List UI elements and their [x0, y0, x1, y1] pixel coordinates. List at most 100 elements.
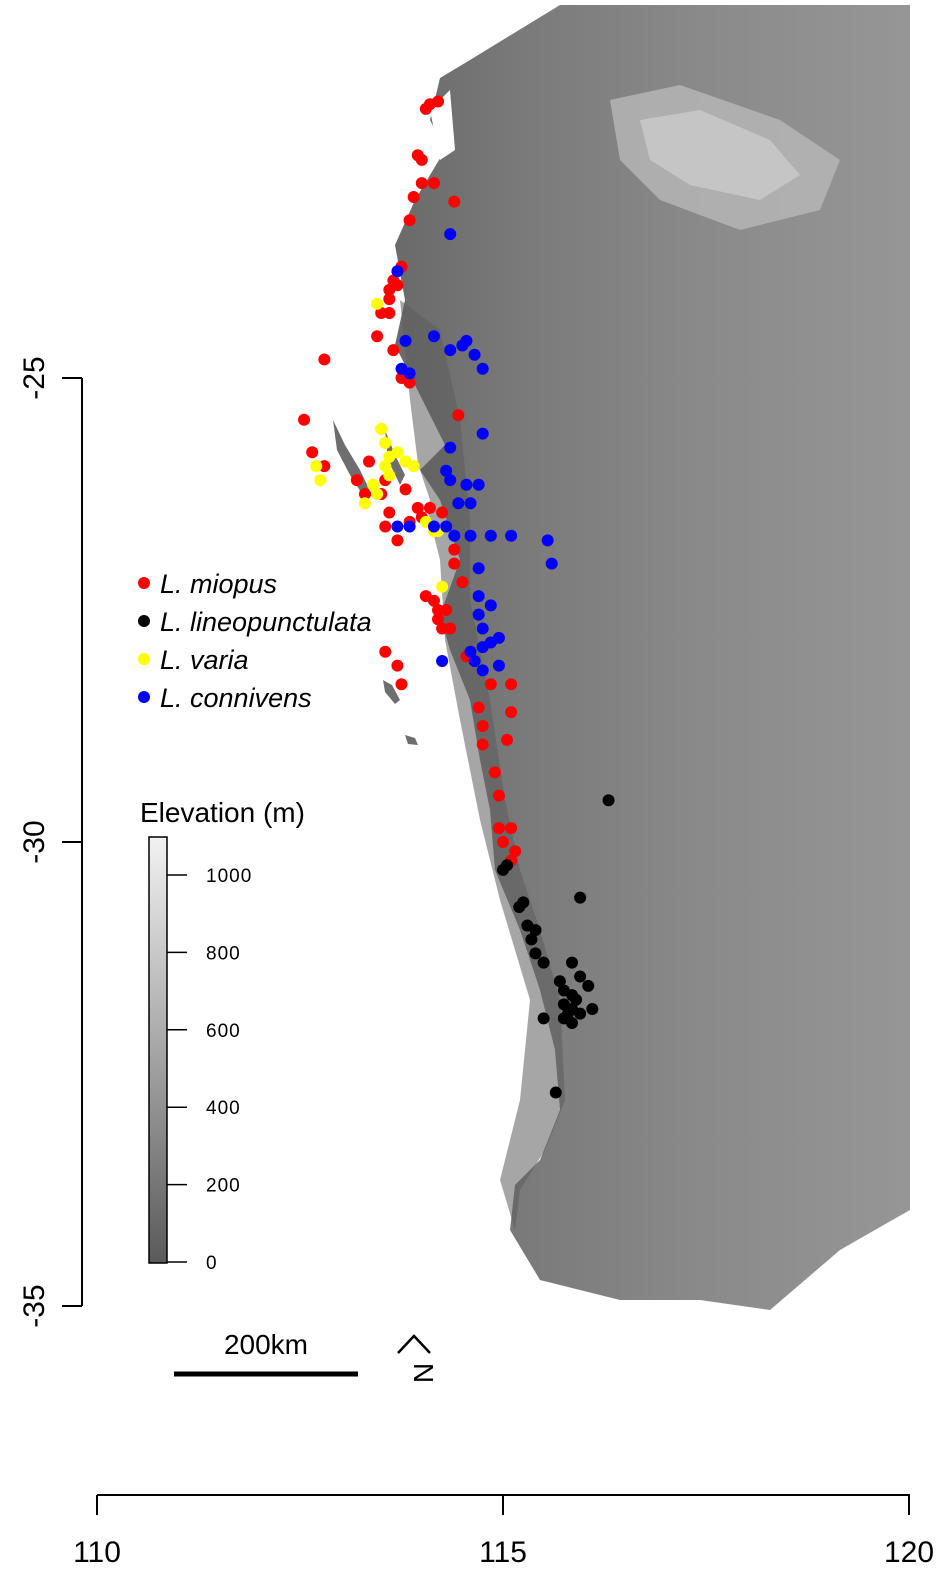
- l-miopus-point: [391, 534, 404, 547]
- l-connivens-point: [391, 265, 404, 278]
- x-axis: 110 115 120: [73, 1494, 934, 1569]
- l-connivens-point: [472, 478, 485, 491]
- l-varia-point: [391, 446, 404, 459]
- l-miopus-point: [391, 659, 404, 672]
- l-miopus-point: [403, 376, 416, 389]
- l-varia-point: [379, 436, 392, 449]
- l-miopus-point: [407, 191, 420, 204]
- l-lineopunctulata-point: [549, 1086, 562, 1099]
- l-connivens-point: [468, 348, 481, 361]
- l-miopus-point: [306, 446, 319, 459]
- l-connivens-point: [403, 367, 416, 380]
- l-lineopunctulata-point: [574, 1007, 587, 1020]
- l-miopus-point: [415, 153, 428, 166]
- l-varia-point: [371, 297, 384, 310]
- exmouth-gulf-water: [430, 90, 455, 160]
- l-lineopunctulata-point: [602, 794, 615, 807]
- l-connivens-point: [427, 330, 440, 343]
- l-connivens-point: [448, 529, 461, 542]
- l-lineopunctulata-point: [574, 970, 587, 983]
- l-connivens-point: [472, 608, 485, 621]
- l-lineopunctulata-point: [537, 1012, 550, 1025]
- l-miopus-point: [383, 283, 396, 296]
- l-miopus-point: [383, 506, 396, 519]
- l-connivens-point: [444, 474, 457, 487]
- l-varia-point: [314, 474, 327, 487]
- l-miopus-point: [476, 738, 489, 751]
- l-connivens-point: [427, 520, 440, 533]
- l-connivens-point: [444, 228, 457, 241]
- l-miopus-point: [456, 576, 469, 589]
- l-miopus-point: [492, 822, 505, 835]
- l-miopus-point: [427, 177, 440, 190]
- north-arrow: N: [397, 1334, 439, 1383]
- l-connivens-point: [399, 334, 412, 347]
- l-connivens-point: [436, 655, 449, 668]
- l-miopus-point: [448, 557, 461, 570]
- legend-marker: [138, 577, 150, 589]
- l-miopus-point: [350, 474, 363, 487]
- l-miopus-point: [484, 678, 497, 691]
- l-connivens-point: [456, 339, 469, 352]
- legend-label: L. lineopunctulata: [160, 607, 372, 637]
- l-connivens-point: [476, 641, 489, 654]
- l-connivens-point: [444, 344, 457, 357]
- l-connivens-point: [472, 562, 485, 575]
- colorbar-tick-label: 800: [206, 943, 241, 964]
- l-connivens-point: [476, 622, 489, 635]
- l-connivens-point: [440, 464, 453, 477]
- l-connivens-point: [452, 497, 465, 510]
- l-miopus-point: [298, 413, 311, 426]
- l-connivens-point: [541, 534, 554, 547]
- colorbar-title: Elevation (m): [140, 797, 305, 828]
- l-lineopunctulata-point: [517, 896, 530, 909]
- l-miopus-point: [448, 195, 461, 208]
- scale-bar-label: 200km: [224, 1329, 308, 1360]
- l-varia-point: [383, 469, 396, 482]
- legend-marker: [138, 653, 150, 665]
- north-arrow-chevron: [397, 1334, 431, 1354]
- l-miopus-point: [505, 678, 518, 691]
- x-tick-label: 110: [73, 1536, 121, 1569]
- l-connivens-point: [472, 590, 485, 603]
- l-varia-point: [379, 460, 392, 473]
- l-connivens-point: [403, 520, 416, 533]
- colorbar-tick-label: 1000: [206, 866, 252, 887]
- l-connivens-point: [476, 427, 489, 440]
- abrolhos-islands: [383, 680, 418, 745]
- l-miopus-point: [492, 789, 505, 802]
- l-connivens-point: [505, 529, 518, 542]
- x-tick-label: 115: [479, 1536, 527, 1569]
- l-lineopunctulata-point: [566, 956, 579, 969]
- l-miopus-point: [379, 645, 392, 658]
- l-miopus-point: [452, 409, 465, 422]
- l-connivens-point: [484, 599, 497, 612]
- l-miopus-point: [448, 543, 461, 556]
- l-connivens-point: [444, 441, 457, 454]
- colorbar-tick-label: 0: [206, 1253, 218, 1274]
- l-miopus-point: [476, 720, 489, 732]
- colorbar-tick-label: 400: [206, 1098, 241, 1119]
- colorbar-tick-label: 200: [206, 1176, 241, 1197]
- legend-label: L. connivens: [160, 683, 312, 713]
- x-tick-label: 120: [884, 1536, 934, 1569]
- l-miopus-point: [505, 822, 518, 835]
- l-miopus-point: [432, 613, 445, 626]
- l-lineopunctulata-point: [537, 956, 550, 969]
- l-miopus-point: [440, 604, 453, 616]
- legend-marker: [138, 691, 150, 703]
- l-miopus-point: [432, 95, 445, 108]
- y-axis: -25 -30 -35: [18, 356, 83, 1328]
- l-miopus-point: [444, 622, 457, 635]
- l-connivens-point: [440, 520, 453, 533]
- l-miopus-point: [436, 506, 449, 519]
- highland-core: [640, 110, 800, 200]
- l-lineopunctulata-point: [501, 859, 514, 872]
- l-miopus-point: [423, 501, 436, 514]
- l-miopus-point: [387, 344, 400, 357]
- l-miopus-point: [488, 766, 501, 779]
- l-connivens-point: [464, 645, 477, 658]
- l-miopus-point: [472, 701, 485, 714]
- l-miopus-point: [399, 483, 412, 496]
- l-miopus-point: [383, 293, 396, 306]
